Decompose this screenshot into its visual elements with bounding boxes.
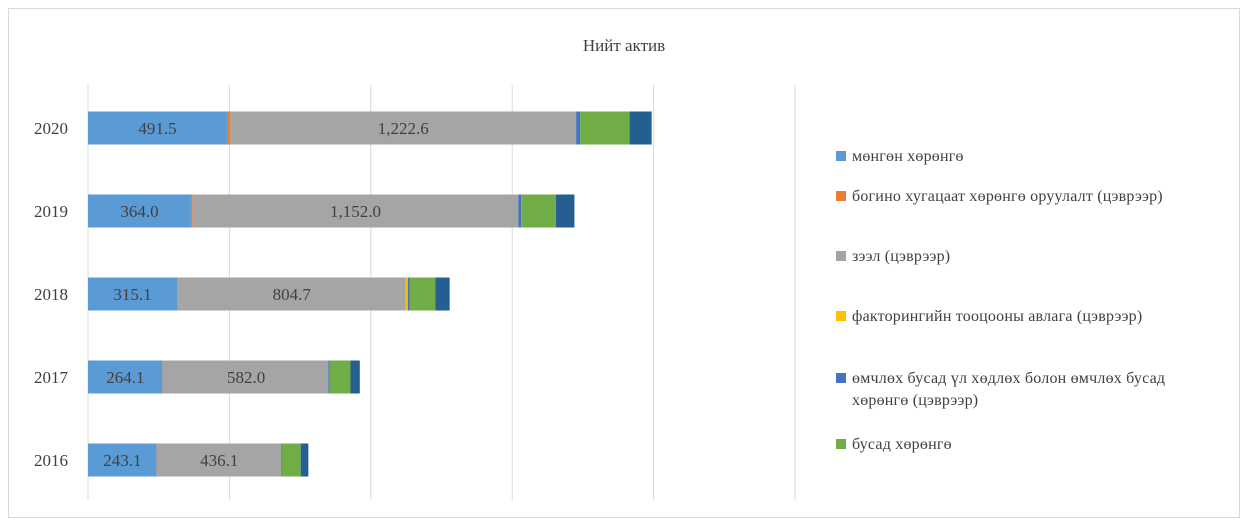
data-label-2017-s0: 264.1 xyxy=(106,368,144,387)
bar-segment-2020-s0 xyxy=(88,111,227,145)
legend-item-0: мөнгөн хөрөнгө xyxy=(836,146,1212,168)
bar-segment-2017-s4 xyxy=(328,360,330,394)
legend-label: бусад хөрөнгө xyxy=(852,436,952,453)
bar-segment-2020-s5 xyxy=(580,111,630,145)
legend-swatch xyxy=(836,151,846,161)
bar-segment-2019-s4 xyxy=(518,194,522,228)
legend-swatch xyxy=(836,191,846,201)
bar-segment-2020-s2 xyxy=(230,111,577,145)
bar-segment-2018-s6 xyxy=(435,277,450,311)
bar-segment-2017-s5 xyxy=(329,360,351,394)
legend-label: өмчлөх бусад үл хөдлөх болон өмчлөх буса… xyxy=(852,370,1166,409)
bar-segment-2019-s5 xyxy=(521,194,557,228)
legend-item-2: зээл (цэврээр) xyxy=(836,246,1212,268)
bar-segment-2020-s4 xyxy=(576,111,581,145)
data-label-2016-s2: 436.1 xyxy=(200,451,238,470)
legend-item-4: өмчлөх бусад үл хөдлөх болон өмчлөх буса… xyxy=(836,368,1212,412)
bar-segment-2017-s0 xyxy=(88,360,163,394)
bar-segment-2018-s2 xyxy=(177,277,406,311)
chart-title: Нийт актив xyxy=(582,36,666,55)
data-label-2018-s0: 315.1 xyxy=(113,285,151,304)
legend-label: мөнгөн хөрөнгө xyxy=(852,148,964,165)
bar-segment-2019-s2 xyxy=(192,194,519,228)
bar-segment-2018-s4 xyxy=(407,277,410,311)
bar-segment-2016-s4 xyxy=(280,443,282,477)
legend-swatch xyxy=(836,311,846,321)
y-tick-label-2020: 2020 xyxy=(34,119,68,138)
data-label-2020-s0: 491.5 xyxy=(138,119,176,138)
bar-segment-2019-s1 xyxy=(190,194,193,228)
bar-segment-2020-s6 xyxy=(629,111,652,145)
legend-item-3: факторингийн тооцооны авлага (цэврээр) xyxy=(836,306,1212,328)
bar-segment-2018-s5 xyxy=(409,277,436,311)
bar-segment-2018-s0 xyxy=(88,277,178,311)
chart-legend: мөнгөн хөрөнгө богино хугацаат хөрөнгө ор… xyxy=(836,0,1236,523)
data-label-2019-s0: 364.0 xyxy=(120,202,158,221)
legend-swatch xyxy=(836,251,846,261)
legend-label: зээл (цэврээр) xyxy=(852,248,951,265)
bar-segment-2020-s1 xyxy=(226,111,231,145)
bar-segment-2019-s6 xyxy=(556,194,575,228)
y-tick-label-2016: 2016 xyxy=(34,451,68,470)
y-tick-label-2019: 2019 xyxy=(34,202,68,221)
legend-item-5: бусад хөрөнгө xyxy=(836,434,1212,456)
legend-swatch xyxy=(836,439,846,449)
bar-segment-2017-s1 xyxy=(162,360,164,394)
bar-segment-2018-s1 xyxy=(177,277,178,311)
bar-segment-2016-s5 xyxy=(281,443,301,477)
legend-item-1: богино хугацаат хөрөнгө оруулалт (цэврээ… xyxy=(836,186,1212,208)
bar-segment-2017-s6 xyxy=(350,360,360,394)
bar-segment-2019-s0 xyxy=(88,194,191,228)
legend-label: факторингийн тооцооны авлага (цэврээр) xyxy=(852,308,1143,325)
data-label-2017-s2: 582.0 xyxy=(227,368,265,387)
bar-segment-2017-s2 xyxy=(163,360,329,394)
bar-segment-2016-s2 xyxy=(157,443,281,477)
bar-segment-2018-s3 xyxy=(405,277,408,311)
data-label-2020-s2: 1,222.6 xyxy=(378,119,429,138)
bar-segment-2016-s1 xyxy=(156,443,158,477)
legend-label: богино хугацаат хөрөнгө оруулалт (цэврээ… xyxy=(852,188,1163,205)
legend-swatch xyxy=(836,373,846,383)
chart-frame xyxy=(8,8,1240,518)
bar-segment-2016-s0 xyxy=(88,443,157,477)
y-tick-label-2018: 2018 xyxy=(34,285,68,304)
y-tick-label-2017: 2017 xyxy=(34,368,69,387)
data-label-2019-s2: 1,152.0 xyxy=(330,202,381,221)
data-label-2018-s2: 804.7 xyxy=(273,285,312,304)
data-label-2016-s0: 243.1 xyxy=(103,451,141,470)
bar-segment-2016-s6 xyxy=(300,443,309,477)
